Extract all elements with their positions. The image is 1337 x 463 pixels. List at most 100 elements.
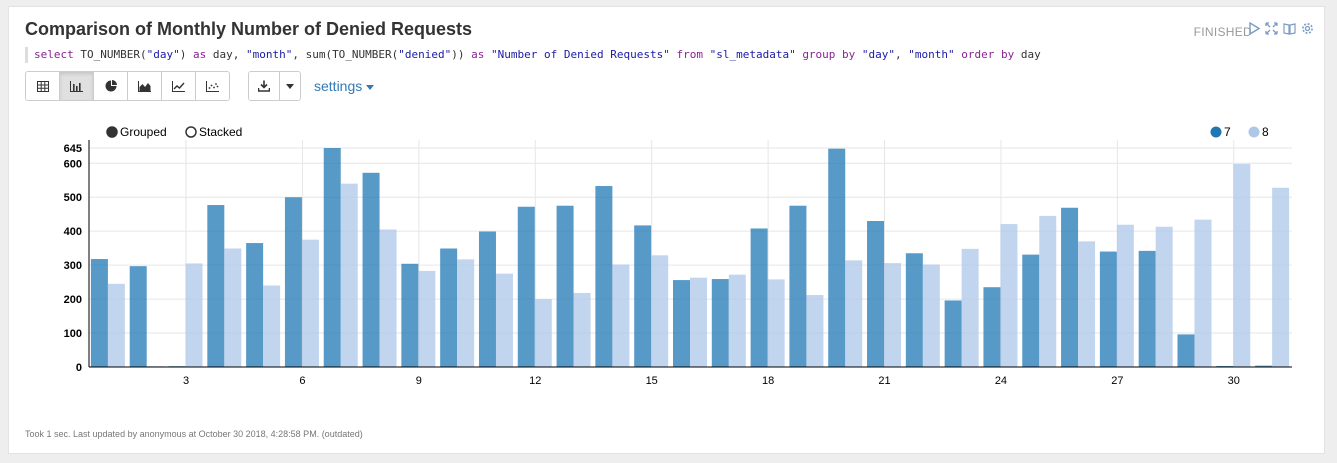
bar-series-8[interactable]: [418, 270, 436, 367]
bar-series-8[interactable]: [1272, 187, 1290, 367]
bar-series-7[interactable]: [207, 205, 225, 367]
bar-series-8[interactable]: [185, 263, 203, 367]
table-icon: [36, 80, 49, 92]
expand-icon[interactable]: [1265, 22, 1278, 36]
bar-series-7[interactable]: [1138, 250, 1156, 367]
bar-series-8[interactable]: [1194, 219, 1212, 367]
bar-series-8[interactable]: [573, 292, 591, 367]
bar-series-7[interactable]: [1255, 365, 1273, 367]
bar-series-7[interactable]: [517, 206, 535, 367]
bar-series-7[interactable]: [944, 300, 962, 367]
bar-series-7[interactable]: [828, 148, 846, 367]
line-chart-view-button[interactable]: [162, 72, 196, 100]
bar-series-7[interactable]: [789, 205, 807, 367]
bar-series-7[interactable]: [1061, 207, 1079, 367]
bar-series-8[interactable]: [728, 274, 746, 367]
bar-series-8[interactable]: [457, 259, 475, 367]
x-tick-label: 15: [646, 375, 658, 387]
bar-series-8[interactable]: [690, 277, 707, 367]
sql-token: "month": [245, 48, 293, 61]
sql-token: from: [676, 48, 710, 61]
paragraph-panel: Comparison of Monthly Number of Denied R…: [8, 6, 1325, 454]
bar-series-8[interactable]: [1078, 241, 1096, 367]
table-view-button[interactable]: [26, 72, 60, 100]
status-label: FINISHED: [1193, 25, 1252, 39]
sql-token: )): [451, 48, 472, 61]
bar-series-8[interactable]: [107, 283, 125, 367]
legend-marker-7[interactable]: [1210, 126, 1222, 138]
bar-series-8[interactable]: [961, 248, 979, 367]
bar-series-8[interactable]: [884, 263, 902, 367]
bar-series-7[interactable]: [983, 287, 1001, 367]
bar-series-7[interactable]: [1022, 254, 1040, 367]
bar-series-7[interactable]: [246, 243, 264, 367]
bar-series-7[interactable]: [595, 186, 613, 367]
area-chart-icon: [138, 80, 151, 92]
bar-series-8[interactable]: [767, 279, 785, 367]
sql-token: group by: [802, 48, 862, 61]
bar-series-7[interactable]: [478, 231, 496, 367]
sql-token: "day": [861, 48, 896, 61]
bar-series-7[interactable]: [634, 225, 652, 367]
download-button[interactable]: [249, 72, 280, 100]
x-tick-label: 21: [878, 375, 890, 387]
bar-series-8[interactable]: [1116, 224, 1134, 367]
bar-series-8[interactable]: [845, 260, 863, 367]
bar-series-7[interactable]: [750, 228, 768, 367]
bar-series-7[interactable]: [284, 197, 302, 367]
legend-marker-8[interactable]: [1248, 126, 1260, 138]
book-icon[interactable]: [1283, 22, 1296, 36]
bar-series-8[interactable]: [1233, 163, 1251, 367]
bar-series-8[interactable]: [534, 299, 552, 367]
bar-series-7[interactable]: [905, 253, 923, 367]
area-chart-view-button[interactable]: [128, 72, 162, 100]
mode-label-stacked[interactable]: Stacked: [199, 125, 242, 139]
bar-series-8[interactable]: [224, 248, 242, 367]
bar-series-8[interactable]: [495, 273, 513, 367]
bar-series-7[interactable]: [1216, 365, 1234, 367]
sql-token: "sl_metadata": [709, 48, 803, 61]
bar-series-8[interactable]: [263, 285, 281, 367]
x-tick-label: 30: [1228, 375, 1240, 387]
bar-series-8[interactable]: [806, 295, 824, 367]
y-tick-label: 300: [64, 260, 82, 272]
bar-series-8[interactable]: [301, 239, 319, 367]
bar-series-7[interactable]: [867, 221, 885, 367]
mode-radio-stacked[interactable]: [185, 126, 197, 138]
bar-series-8[interactable]: [612, 264, 630, 367]
mode-radio-grouped[interactable]: [106, 126, 118, 138]
scatter-chart-view-button[interactable]: [196, 72, 229, 100]
bar-series-8[interactable]: [1039, 215, 1057, 367]
bar-series-7[interactable]: [711, 279, 729, 367]
bar-chart-view-button[interactable]: [60, 72, 94, 100]
bar-series-8[interactable]: [1155, 226, 1173, 367]
run-icon[interactable]: [1247, 21, 1260, 36]
bar-series-8[interactable]: [379, 229, 397, 367]
bar-series-7[interactable]: [362, 172, 380, 367]
bar-series-7[interactable]: [90, 259, 108, 367]
y-tick-label: 500: [64, 192, 82, 204]
gear-icon[interactable]: [1301, 22, 1314, 36]
y-tick-label: 400: [64, 226, 82, 238]
legend-label-7[interactable]: 7: [1224, 125, 1231, 139]
bar-series-8[interactable]: [651, 255, 669, 367]
sql-query[interactable]: select TO_NUMBER("day") as day, "month",…: [25, 47, 1041, 63]
bar-series-7[interactable]: [323, 148, 341, 367]
mode-label-grouped[interactable]: Grouped: [120, 125, 167, 139]
settings-dropdown[interactable]: settings: [314, 78, 375, 94]
bar-series-8[interactable]: [922, 264, 940, 367]
bar-series-7[interactable]: [1177, 334, 1195, 367]
bar-series-8[interactable]: [340, 183, 358, 367]
bar-series-7[interactable]: [440, 248, 458, 367]
pie-chart-view-button[interactable]: [94, 72, 128, 100]
download-dropdown-button[interactable]: [280, 72, 300, 100]
sql-token: "denied": [398, 48, 452, 61]
bar-series-7[interactable]: [673, 280, 690, 367]
legend-label-8[interactable]: 8: [1262, 125, 1269, 139]
bar-series-7[interactable]: [401, 263, 419, 367]
bar-series-7[interactable]: [1099, 251, 1117, 367]
bar-series-7[interactable]: [556, 205, 574, 367]
bar-series-7[interactable]: [129, 266, 147, 367]
bar-series-8[interactable]: [1000, 224, 1018, 367]
sql-token: day: [1020, 48, 1041, 61]
